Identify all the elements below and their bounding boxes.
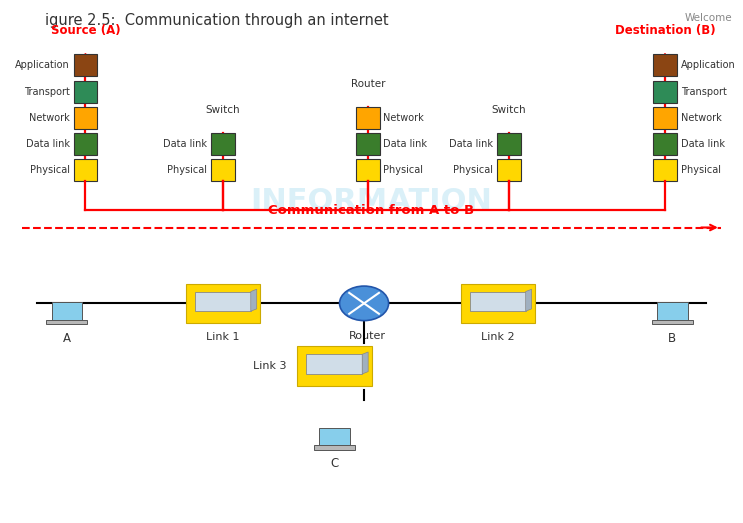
Text: Link 3: Link 3 [253, 361, 286, 371]
FancyBboxPatch shape [195, 292, 250, 311]
Text: Data link: Data link [383, 139, 427, 149]
Polygon shape [526, 289, 532, 311]
FancyBboxPatch shape [653, 107, 677, 129]
Text: Physical: Physical [167, 165, 207, 175]
Text: Destination (B): Destination (B) [614, 24, 716, 37]
FancyBboxPatch shape [653, 133, 677, 155]
Polygon shape [314, 446, 355, 450]
FancyBboxPatch shape [74, 81, 97, 103]
FancyBboxPatch shape [74, 107, 97, 129]
FancyBboxPatch shape [356, 133, 380, 155]
Text: Data link: Data link [163, 139, 207, 149]
Text: Network: Network [29, 112, 70, 123]
Polygon shape [657, 302, 688, 322]
FancyBboxPatch shape [653, 54, 677, 76]
Text: Data link: Data link [681, 139, 724, 149]
Polygon shape [652, 320, 692, 324]
FancyBboxPatch shape [653, 81, 677, 103]
Text: B: B [669, 332, 676, 345]
FancyBboxPatch shape [211, 159, 235, 181]
Polygon shape [46, 320, 88, 324]
FancyBboxPatch shape [461, 283, 535, 323]
Text: Switch: Switch [206, 105, 240, 115]
Text: A: A [63, 332, 71, 345]
Text: Switch: Switch [492, 105, 526, 115]
Text: Network: Network [383, 112, 424, 123]
Text: Physical: Physical [30, 165, 70, 175]
Text: Transport: Transport [24, 86, 70, 97]
FancyBboxPatch shape [356, 159, 380, 181]
FancyBboxPatch shape [74, 159, 97, 181]
FancyBboxPatch shape [653, 159, 677, 181]
Text: C: C [330, 457, 339, 470]
Text: Physical: Physical [383, 165, 424, 175]
FancyBboxPatch shape [186, 283, 260, 323]
Text: Router: Router [351, 79, 385, 89]
Text: Network: Network [681, 112, 721, 123]
Polygon shape [51, 302, 82, 322]
FancyBboxPatch shape [211, 133, 235, 155]
FancyBboxPatch shape [307, 355, 363, 374]
FancyBboxPatch shape [470, 292, 526, 311]
FancyBboxPatch shape [74, 54, 97, 76]
FancyBboxPatch shape [356, 107, 380, 129]
Text: Router: Router [349, 331, 386, 340]
FancyBboxPatch shape [497, 133, 521, 155]
Polygon shape [251, 289, 257, 311]
Text: Physical: Physical [681, 165, 721, 175]
Polygon shape [319, 428, 350, 448]
Text: Communication from A to B: Communication from A to B [268, 204, 475, 217]
Text: Source (A): Source (A) [51, 24, 120, 37]
Circle shape [340, 286, 389, 321]
Text: Application: Application [681, 60, 736, 71]
FancyBboxPatch shape [74, 133, 97, 155]
Text: Application: Application [15, 60, 70, 71]
Text: Link 3: Link 3 [0, 522, 1, 523]
Text: igure 2.5:  Communication through an internet: igure 2.5: Communication through an inte… [45, 13, 388, 28]
Text: Transport: Transport [681, 86, 727, 97]
Text: Link 2: Link 2 [481, 333, 515, 343]
FancyBboxPatch shape [297, 346, 372, 386]
Text: Data link: Data link [450, 139, 493, 149]
Polygon shape [363, 352, 369, 374]
Text: Link 1: Link 1 [206, 333, 240, 343]
Text: Data link: Data link [26, 139, 70, 149]
Text: Physical: Physical [453, 165, 493, 175]
Text: INFORMATION: INFORMATION [250, 187, 493, 216]
FancyBboxPatch shape [497, 159, 521, 181]
Text: Welcome: Welcome [684, 13, 732, 23]
